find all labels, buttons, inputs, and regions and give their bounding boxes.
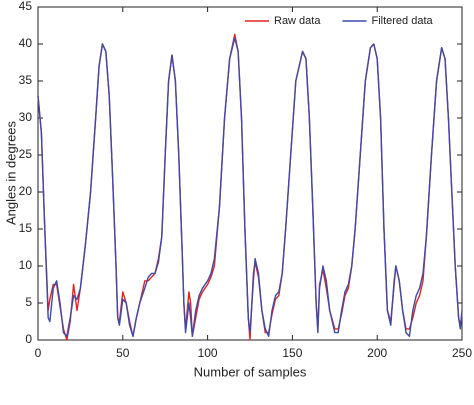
y-tick-label: 15: [19, 221, 33, 235]
plot-frame: [37, 6, 463, 341]
y-tick-label: 25: [19, 147, 33, 161]
x-tick-label: 100: [198, 346, 218, 360]
x-tick-label: 250: [452, 346, 472, 360]
y-tick-label: 40: [19, 36, 33, 50]
data-line: [37, 37, 463, 337]
y-tick-label: 0: [25, 332, 32, 346]
y-tick-label: 45: [19, 0, 33, 13]
legend-label: Raw data: [274, 15, 321, 27]
y-tick-label: 20: [19, 184, 33, 198]
legend-label: Filtered data: [371, 15, 433, 27]
x-tick-label: 150: [282, 346, 302, 360]
y-tick-label: 35: [19, 73, 33, 87]
y-tick-label: 10: [19, 258, 33, 272]
data-line: [37, 33, 463, 341]
x-tick-label: 0: [35, 346, 42, 360]
y-tick-label: 30: [19, 110, 33, 124]
x-axis-title: Number of samples: [194, 364, 307, 379]
y-axis-title: Angles in degrees: [3, 120, 18, 225]
x-tick-label: 200: [367, 346, 387, 360]
x-tick-label: 50: [116, 346, 130, 360]
y-tick-label: 5: [25, 295, 32, 309]
